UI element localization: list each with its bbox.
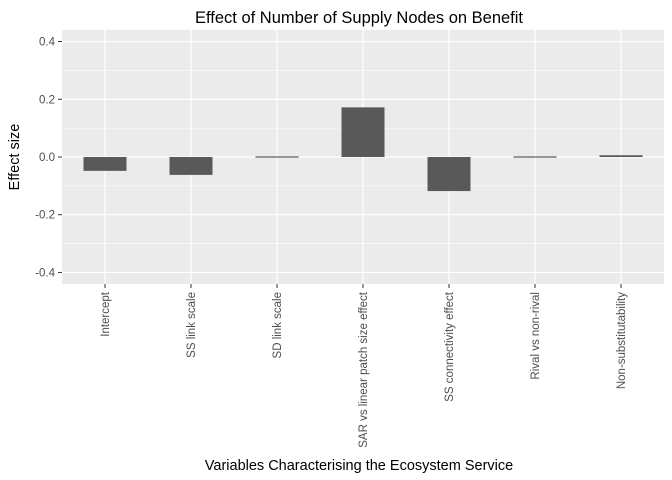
y-tick-label: 0.2 [39, 94, 55, 106]
x-tick-label: SD link scale [272, 292, 284, 358]
y-tick-label: 0.0 [39, 152, 55, 164]
bar [255, 156, 299, 158]
y-tick-label: -0.2 [35, 210, 55, 222]
y-axis: -0.4 -0.2 0.0 0.2 0.4 [35, 37, 62, 279]
x-tick-label: Intercept [100, 291, 112, 337]
x-tick-label: SS connectivity effect [444, 291, 456, 402]
x-tick-label: Rival vs non-rival [530, 292, 542, 380]
bar [599, 155, 643, 157]
x-tick-label: SAR vs linear patch size effect [358, 291, 370, 448]
bar [341, 107, 385, 157]
x-tick-label: Non-substitutability [616, 292, 628, 389]
bar [513, 156, 557, 158]
x-axis: Intercept SS link scale SD link scale SAR v… [100, 284, 628, 448]
x-axis-title: Variables Characterising the Ecosystem S… [205, 458, 513, 474]
x-tick-label: SS link scale [186, 292, 198, 358]
y-axis-title: Effect size [7, 124, 23, 191]
bar [83, 157, 127, 171]
y-tick-label: -0.4 [35, 267, 55, 279]
chart-title: Effect of Number of Supply Nodes on Bene… [195, 9, 523, 27]
bar-series [83, 107, 643, 192]
bar [427, 157, 471, 192]
y-tick-label: 0.4 [39, 37, 56, 49]
bar [169, 157, 213, 175]
